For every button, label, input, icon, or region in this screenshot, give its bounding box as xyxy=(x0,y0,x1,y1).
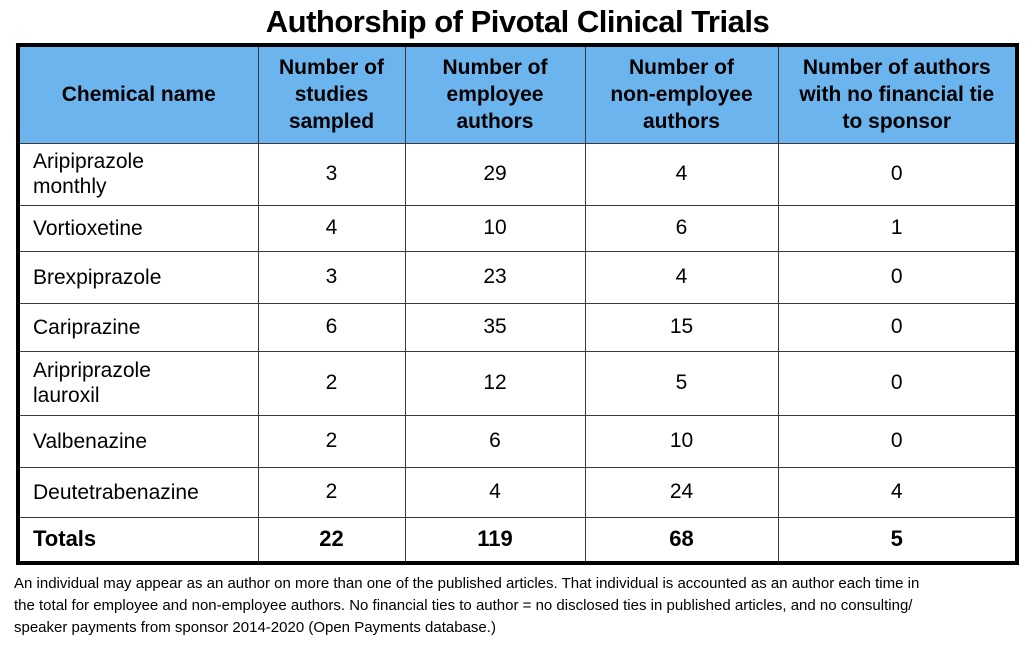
cell-no-financial-tie: 0 xyxy=(777,350,1018,416)
page-title: Authorship of Pivotal Clinical Trials xyxy=(265,4,770,39)
totals-studies-sampled: 22 xyxy=(257,516,406,564)
cell-employee-authors: 4 xyxy=(404,466,586,518)
cell-non-employee-authors: 6 xyxy=(584,204,779,252)
cell-no-financial-tie: 0 xyxy=(777,414,1018,468)
cell-employee-authors: 12 xyxy=(404,350,586,416)
cell-chemical-name: Vortioxetine xyxy=(17,204,259,252)
cell-non-employee-authors: 24 xyxy=(584,466,779,518)
cell-studies-sampled: 6 xyxy=(257,302,406,352)
cell-chemical-name: Aripriprazole lauroxil xyxy=(17,350,259,416)
table-row: Cariprazine 6 35 15 0 xyxy=(17,302,1018,352)
cell-non-employee-authors: 5 xyxy=(584,350,779,416)
cell-no-financial-tie: 0 xyxy=(777,302,1018,352)
column-header-employee-authors: Number of employee authors xyxy=(404,44,586,144)
cell-non-employee-authors: 15 xyxy=(584,302,779,352)
cell-chemical-name: Brexpiprazole xyxy=(17,250,259,304)
cell-no-financial-tie: 4 xyxy=(777,466,1018,518)
cell-studies-sampled: 2 xyxy=(257,350,406,416)
column-header-chemical-name: Chemical name xyxy=(17,44,259,144)
cell-employee-authors: 23 xyxy=(404,250,586,304)
table-row: Aripriprazole lauroxil 2 12 5 0 xyxy=(17,350,1018,416)
table-header-row: Chemical name Number of studies sampled … xyxy=(17,44,1018,144)
table-row: Brexpiprazole 3 23 4 0 xyxy=(17,250,1018,304)
cell-studies-sampled: 3 xyxy=(257,250,406,304)
totals-employee-authors: 119 xyxy=(404,516,586,564)
totals-non-employee-authors: 68 xyxy=(584,516,779,564)
column-header-no-financial-tie: Number of authors with no financial tie … xyxy=(777,44,1018,144)
cell-no-financial-tie: 0 xyxy=(777,142,1018,206)
table-row: Aripiprazole monthly 3 29 4 0 xyxy=(17,142,1018,206)
table-row: Deutetrabenazine 2 4 24 4 xyxy=(17,466,1018,518)
table-row: Valbenazine 2 6 10 0 xyxy=(17,414,1018,468)
table-row: Vortioxetine 4 10 6 1 xyxy=(17,204,1018,252)
cell-no-financial-tie: 1 xyxy=(777,204,1018,252)
totals-no-financial-tie: 5 xyxy=(777,516,1018,564)
totals-row: Totals 22 119 68 5 xyxy=(17,516,1018,564)
cell-chemical-name: Valbenazine xyxy=(17,414,259,468)
cell-studies-sampled: 2 xyxy=(257,466,406,518)
cell-studies-sampled: 3 xyxy=(257,142,406,206)
column-header-studies-sampled: Number of studies sampled xyxy=(257,44,406,144)
cell-chemical-name: Aripiprazole monthly xyxy=(17,142,259,206)
cell-non-employee-authors: 4 xyxy=(584,142,779,206)
cell-employee-authors: 29 xyxy=(404,142,586,206)
authorship-table: Chemical name Number of studies sampled … xyxy=(16,43,1019,566)
cell-employee-authors: 10 xyxy=(404,204,586,252)
column-header-non-employee-authors: Number of non-employee authors xyxy=(584,44,779,144)
footnote: An individual may appear as an author on… xyxy=(14,575,920,636)
totals-label: Totals xyxy=(17,516,259,564)
cell-chemical-name: Deutetrabenazine xyxy=(17,466,259,518)
slide: Authorship of Pivotal Clinical Trials Ch… xyxy=(0,4,1035,638)
cell-studies-sampled: 4 xyxy=(257,204,406,252)
cell-non-employee-authors: 10 xyxy=(584,414,779,468)
cell-studies-sampled: 2 xyxy=(257,414,406,468)
cell-non-employee-authors: 4 xyxy=(584,250,779,304)
cell-employee-authors: 35 xyxy=(404,302,586,352)
cell-employee-authors: 6 xyxy=(404,414,586,468)
cell-no-financial-tie: 0 xyxy=(777,250,1018,304)
cell-chemical-name: Cariprazine xyxy=(17,302,259,352)
